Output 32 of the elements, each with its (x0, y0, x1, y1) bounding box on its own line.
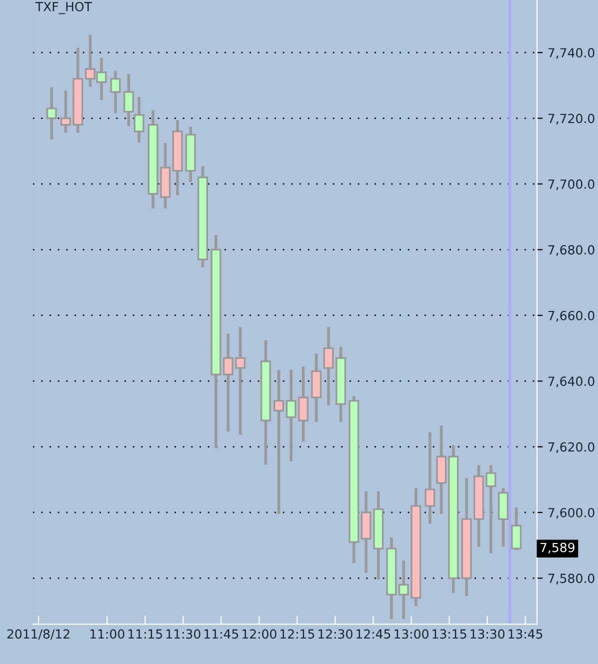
chart-title: TXF_HOT (35, 2, 92, 14)
x-tick-label: 2011/8/12 (7, 629, 70, 640)
x-tick-label: 11:45 (204, 629, 238, 639)
x-tick-label: 13:00 (394, 629, 428, 639)
x-tick-label: 11:15 (128, 629, 162, 639)
x-tick-label: 12:30 (318, 629, 352, 639)
y-tick-label: 7,660.0 (548, 310, 594, 322)
x-tick-label: 13:45 (508, 629, 542, 639)
x-tick-label: 11:00 (90, 629, 124, 639)
x-tick-label: 12:00 (242, 629, 276, 639)
x-tick-label: 12:45 (356, 629, 390, 639)
annotation: 7,589 (540, 542, 574, 554)
y-tick-label: 7,620.0 (548, 442, 594, 453)
candlestick (274, 370, 284, 514)
candlestick (511, 508, 522, 550)
x-tick-label: 13:15 (432, 629, 466, 639)
candlestick (424, 432, 436, 524)
y-tick-label: 7,600.0 (548, 508, 594, 519)
y-tick-label: 7,700.0 (548, 179, 594, 190)
y-tick-label: 7,720.0 (548, 114, 594, 124)
y-tick-label: 7,680.0 (548, 245, 594, 256)
x-tick-label: 12:15 (280, 629, 314, 639)
candlestick (123, 74, 134, 126)
x-tick-label: 11:30 (166, 629, 200, 639)
y-tick-label: 7,640.0 (548, 376, 594, 388)
x-tick-label: 13:30 (470, 629, 504, 639)
candlestick (46, 87, 57, 140)
y-tick-label: 7,580.0 (548, 574, 594, 584)
candlestick (110, 70, 121, 114)
y-tick-label: 7,740.0 (548, 48, 594, 59)
candlestick (134, 97, 144, 143)
candlestick (323, 327, 334, 406)
